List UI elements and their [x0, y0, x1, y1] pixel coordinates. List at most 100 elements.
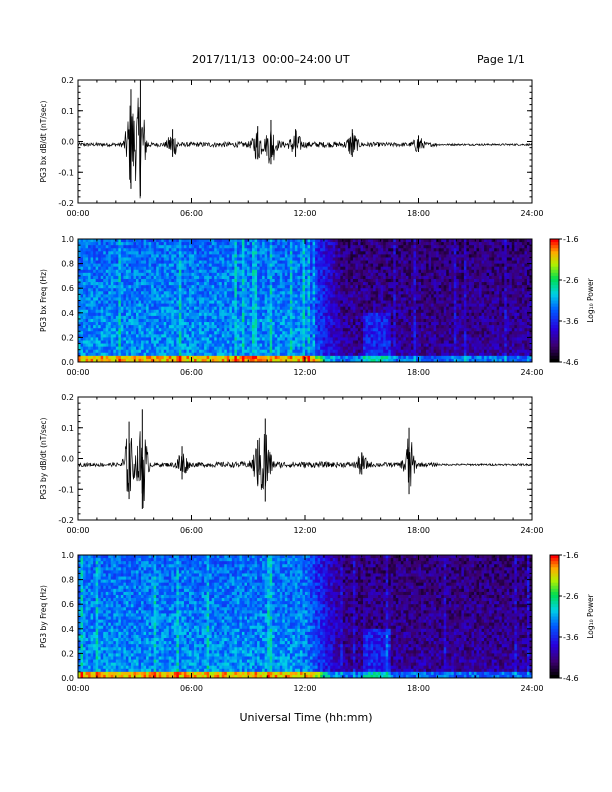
heat-cell — [335, 331, 339, 335]
heat-cell — [216, 318, 220, 323]
heat-cell — [325, 306, 329, 311]
heat-cell — [249, 322, 253, 326]
heat-cell — [292, 312, 296, 317]
heat-cell — [146, 239, 150, 243]
heat-cell — [163, 312, 167, 317]
heat-cell — [128, 285, 132, 289]
heat-cell — [249, 278, 253, 283]
heat-cell — [239, 260, 243, 264]
heat-cell — [287, 260, 291, 264]
heat-cell — [284, 322, 288, 326]
heat-cell — [166, 251, 170, 255]
heat-cell — [219, 285, 223, 289]
heat-cell — [302, 315, 306, 320]
heat-cell — [368, 358, 371, 363]
heat-cell — [241, 322, 245, 326]
heat-cell — [130, 257, 134, 261]
heat-cell — [375, 343, 379, 348]
heat-cell — [274, 282, 278, 286]
heat-cell — [161, 266, 165, 271]
heat-cell — [383, 282, 387, 286]
heat-cell — [151, 349, 155, 354]
heat-cell — [269, 242, 273, 246]
heat-cell — [85, 242, 89, 246]
heat-cell — [249, 266, 253, 271]
heat-cell — [239, 251, 243, 255]
heat-cell — [226, 306, 230, 311]
heat-cell — [282, 257, 286, 261]
heat-cell — [141, 315, 144, 320]
heat-cell — [146, 337, 150, 341]
heat-cell — [302, 282, 306, 286]
heat-cell — [118, 325, 122, 329]
heat-cell — [128, 349, 132, 354]
heat-cell — [95, 272, 99, 277]
heat-cell — [98, 352, 102, 357]
heat-cell — [294, 285, 298, 289]
heat-cell — [294, 355, 298, 360]
heat-cell — [272, 306, 276, 311]
heat-cell — [110, 272, 114, 277]
heat-cell — [158, 300, 162, 304]
heat-cell — [231, 322, 235, 326]
heat-cell — [93, 282, 97, 286]
heat-cell — [176, 260, 180, 264]
heat-cell — [383, 251, 387, 255]
heat-cell — [108, 239, 112, 243]
heat-cell — [196, 291, 200, 295]
heat-cell — [161, 328, 165, 332]
heat-cell — [332, 358, 336, 363]
heat-cell — [168, 297, 172, 301]
heat-cell — [138, 337, 142, 341]
heat-cell — [110, 300, 114, 304]
heat-cell — [206, 257, 210, 261]
heat-cell — [136, 266, 139, 271]
heat-cell — [214, 315, 218, 320]
heat-cell — [130, 254, 134, 258]
heat-cell — [305, 260, 308, 264]
heat-cell — [199, 355, 202, 360]
heat-cell — [292, 275, 296, 280]
heat-cell — [125, 288, 129, 292]
heat-cell — [269, 300, 273, 304]
heat-cell — [236, 352, 240, 357]
heat-cell — [373, 343, 377, 348]
heat-cell — [143, 269, 147, 274]
heat-cell — [373, 272, 377, 277]
heat-cell — [360, 260, 364, 264]
heat-cell — [335, 325, 339, 329]
heat-cell — [350, 269, 354, 274]
heat-cell — [125, 325, 129, 329]
heat-cell — [234, 266, 238, 271]
heat-cell — [80, 352, 84, 357]
heat-cell — [138, 282, 142, 286]
heat-cell — [80, 331, 84, 335]
heat-cell — [118, 340, 122, 344]
heat-cell — [252, 334, 255, 338]
heat-cell — [231, 309, 235, 314]
heat-cell — [151, 242, 155, 246]
heat-cell — [194, 312, 197, 317]
heat-cell — [330, 245, 334, 249]
heat-cell — [231, 331, 235, 335]
heat-cell — [186, 331, 190, 335]
heat-cell — [83, 245, 86, 249]
heat-cell — [320, 300, 324, 304]
heat-cell — [98, 263, 102, 268]
heat-cell — [368, 278, 371, 283]
heat-cell — [234, 355, 238, 360]
heat-cell — [80, 272, 84, 277]
heat-cell — [302, 328, 306, 332]
heat-cell — [269, 358, 273, 363]
heat-cell — [141, 294, 144, 298]
heat-cell — [103, 242, 107, 246]
heat-cell — [249, 337, 253, 341]
heat-cell — [254, 306, 258, 311]
heat-cell — [209, 282, 213, 286]
heat-cell — [93, 251, 97, 255]
heat-cell — [335, 303, 339, 308]
heat-cell — [201, 257, 205, 261]
heat-cell — [249, 297, 253, 301]
heat-cell — [115, 285, 119, 289]
heat-cell — [143, 282, 147, 286]
